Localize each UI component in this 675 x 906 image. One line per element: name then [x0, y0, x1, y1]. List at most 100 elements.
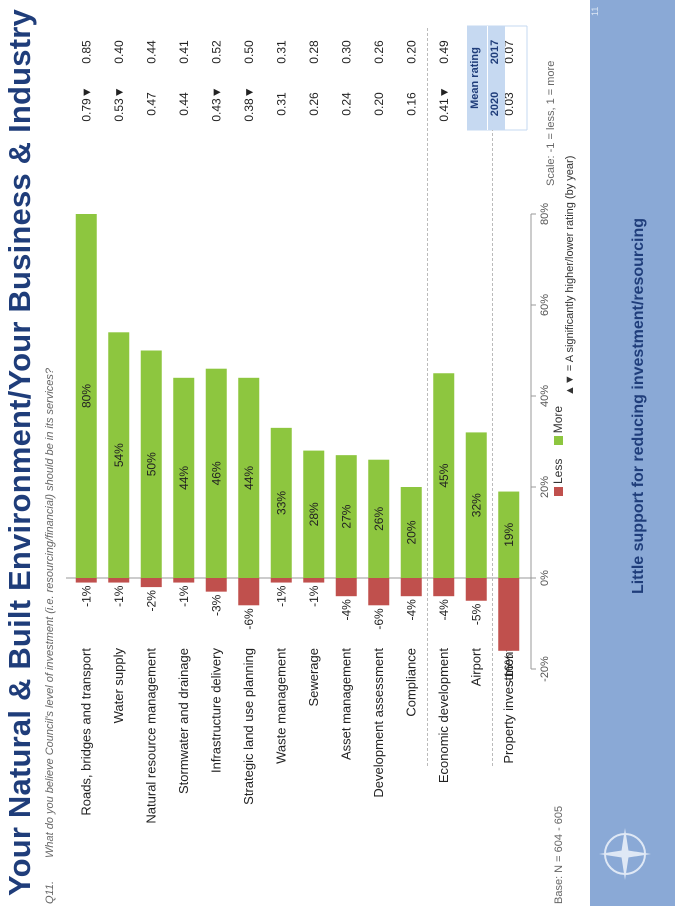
mean-rating-2017: 0.49	[437, 40, 451, 64]
bar-less	[238, 577, 260, 606]
mean-rating-years: 2020 2017	[487, 26, 505, 130]
mean-rating-2020: 0.44	[177, 92, 191, 116]
significance-note: ▲▼ = A significantly higher/lower rating…	[564, 155, 576, 396]
data-label-more: 19%	[502, 522, 516, 546]
bar-more	[173, 377, 195, 578]
mean-rating-2017: 0.41	[177, 40, 191, 64]
data-label-more: 44%	[242, 466, 256, 490]
bar-less	[465, 578, 487, 601]
bar-less	[433, 578, 455, 597]
category-label: Water supply	[111, 648, 126, 724]
year-2020-label: 2020	[489, 91, 501, 117]
bar-more	[238, 377, 260, 578]
bar-more	[303, 450, 325, 578]
mean-rating-2017: 0.52	[209, 40, 223, 64]
data-label-less: -4%	[404, 599, 418, 621]
data-label-more: 44%	[177, 466, 191, 490]
data-label-more: 80%	[79, 384, 93, 408]
bar-more	[108, 332, 130, 578]
category-label: Economic development	[436, 648, 451, 784]
bar-more	[75, 214, 97, 578]
data-label-more: 50%	[144, 452, 158, 476]
mean-rating-2020: 0.20	[372, 92, 386, 116]
mean-rating-2020: 0.41▼	[437, 86, 451, 121]
axis-tick-label: -20%	[539, 656, 551, 682]
mean-rating-2017: 0.40	[112, 40, 126, 64]
axis-tick-label: 0%	[539, 570, 551, 586]
data-label-more: 32%	[469, 493, 483, 517]
bar-less	[140, 578, 162, 588]
mean-rating-2020: 0.53▼	[112, 86, 126, 121]
bar-less	[400, 578, 422, 597]
mean-rating-2020: 0.38▼	[242, 86, 256, 121]
bar-less	[368, 577, 390, 606]
footer-bar: Little support for reducing investment/r…	[590, 0, 675, 906]
mean-rating-2017: 0.28	[307, 40, 321, 64]
mean-rating-2020: 0.31	[274, 92, 288, 116]
data-label-less: -1%	[112, 585, 126, 607]
data-label-less: -4%	[339, 599, 353, 621]
category-label: Sewerage	[306, 648, 321, 707]
data-label-more: 54%	[112, 443, 126, 467]
data-label-more: 28%	[307, 502, 321, 526]
data-label-more: 20%	[404, 520, 418, 544]
category-label: Property investment	[501, 648, 516, 764]
category-label: Roads, bridges and transport	[78, 648, 93, 816]
mean-rating-2020: 0.24	[339, 92, 353, 116]
data-label-less: -1%	[79, 585, 93, 607]
mean-rating-2017: 0.44	[144, 40, 158, 64]
legend-more-swatch	[554, 436, 564, 446]
category-label: Stormwater and drainage	[176, 648, 191, 794]
category-label: Waste management	[273, 648, 288, 764]
mean-rating-2017: 0.50	[242, 40, 256, 64]
bar-more	[368, 459, 390, 578]
data-label-less: -5%	[469, 603, 483, 625]
bar-more	[270, 427, 292, 578]
bar-more	[140, 350, 162, 578]
axis-tick-label: 20%	[539, 476, 551, 498]
data-label-less: -6%	[372, 608, 386, 630]
bar-less	[498, 578, 520, 651]
category-label: Strategic land use planning	[241, 648, 256, 805]
legend-less-label: Less	[551, 458, 565, 484]
mean-rating-2017: 0.07	[502, 40, 516, 64]
bar-less	[173, 577, 195, 583]
mean-rating-2020: 0.79▼	[79, 86, 93, 121]
axis-tick-label: 80%	[539, 203, 551, 225]
data-label-more: 33%	[274, 491, 288, 515]
bar-less	[205, 577, 227, 592]
bar-less	[303, 577, 325, 583]
category-label: Natural resource management	[143, 648, 158, 824]
mean-rating-2020: 0.47	[144, 92, 158, 116]
bar-more	[498, 491, 520, 578]
axis-tick-label: 40%	[539, 385, 551, 407]
compass-logo-icon	[599, 828, 651, 880]
mean-rating-2020: 0.26	[307, 92, 321, 116]
bar-less	[108, 577, 130, 583]
base-note: Base: N = 604 - 605	[553, 805, 565, 904]
data-label-more: 45%	[437, 463, 451, 487]
bar-more	[433, 373, 455, 578]
bar-less	[75, 577, 97, 583]
category-label: Airport	[468, 648, 483, 687]
data-label-less: -1%	[274, 585, 288, 607]
category-label: Infrastructure delivery	[208, 648, 223, 773]
page-number: 11	[590, 6, 600, 16]
bar-more	[205, 368, 227, 578]
mean-rating-2017: 0.30	[339, 40, 353, 64]
mean-rating-2017: 0.85	[79, 40, 93, 64]
category-label: Development assessment	[371, 648, 386, 798]
bar-less	[270, 577, 292, 583]
bar-more	[335, 455, 357, 578]
data-label-less: -4%	[437, 599, 451, 621]
chart-legend: Less More	[551, 406, 565, 496]
mean-rating-2020: 0.43▼	[209, 86, 223, 121]
axis-tick-label: 60%	[539, 294, 551, 316]
data-label-less: -16%	[502, 653, 516, 681]
category-label: Asset management	[338, 648, 353, 760]
data-label-more: 26%	[372, 507, 386, 531]
category-label: Compliance	[403, 648, 418, 717]
legend-more-label: More	[551, 405, 565, 434]
